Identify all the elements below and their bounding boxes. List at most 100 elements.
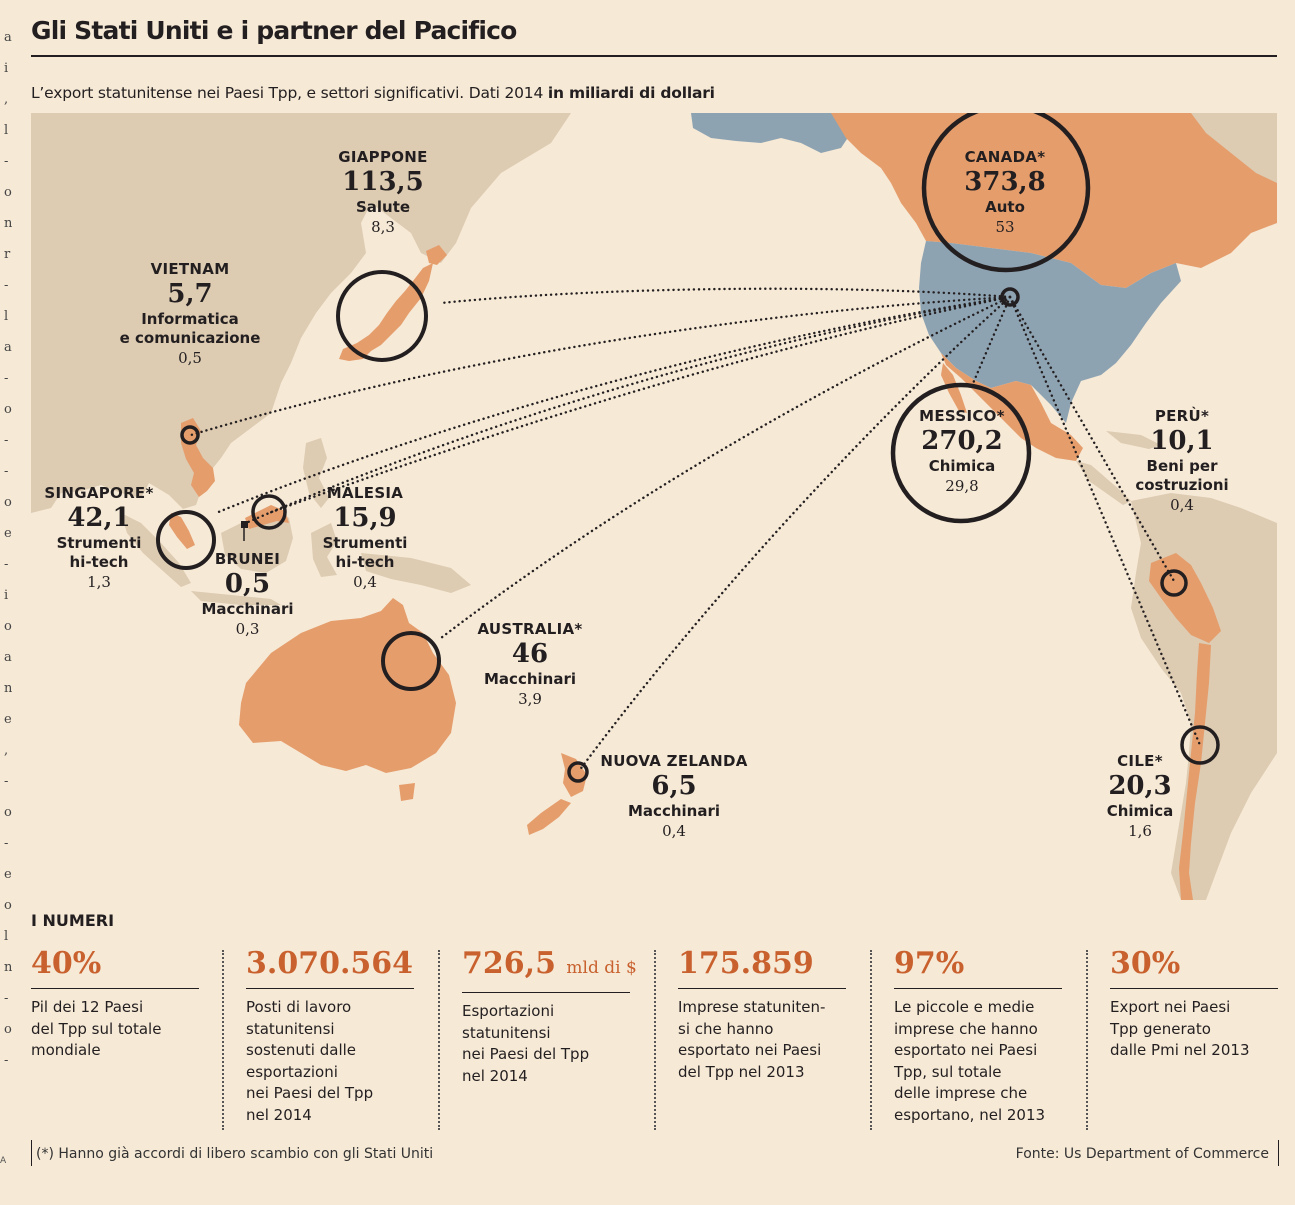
- stat-description-line: esportato nei Paesi: [894, 1041, 1038, 1059]
- stat-esportazioni: 726,5 mld di $ Esportazioni statunitensi n…: [462, 946, 652, 1087]
- stat-description-line: si che hanno: [678, 1019, 774, 1038]
- canada-circle: [921, 113, 1091, 273]
- adjacent-column-fragment: a i, l - o n r - l a - o - - o e - i o a n e, - o - e o l n - o -: [0, 0, 14, 1205]
- margin-letter: l: [4, 309, 9, 324]
- label-malesia: MALESIA 15,9 Strumenti hi-tech 0,4: [322, 484, 408, 591]
- margin-letter: o: [4, 898, 12, 913]
- stat-description-line: sostenuti dalle: [246, 1041, 357, 1059]
- route-peru: [1008, 295, 1176, 583]
- label-vietnam: VIETNAM 5,7 Informatica e comunicazione …: [119, 260, 261, 367]
- usa-origin-circle: [1000, 287, 1020, 307]
- margin-letter: o: [4, 1022, 12, 1037]
- stat-description-line: Imprese statuniten-: [678, 998, 826, 1016]
- stat-description-line: statunitensi: [462, 1023, 551, 1042]
- stat-description-line: nei Paesi del Tpp: [246, 1084, 374, 1102]
- new-guinea-land: [361, 553, 471, 593]
- stat-description-line: esportazioni: [246, 1062, 338, 1081]
- stat-export-pmi: 30% Export nei Paesi Tpp generato dalle Pm…: [1110, 946, 1295, 1062]
- singapore-circle: [156, 510, 216, 570]
- stat-description-line: delle imprese che: [894, 1084, 1028, 1102]
- numeri-heading: I NUMERI: [31, 911, 115, 930]
- route-malaysia: [267, 295, 1012, 515]
- cuba-land: [1106, 431, 1161, 449]
- stat-description-line: Pil dei 12 Paesi: [31, 998, 144, 1016]
- margin-letter: -: [4, 557, 9, 572]
- margin-letter: o: [4, 402, 12, 417]
- margin-letter: e: [4, 526, 12, 541]
- stat-description-line: esportato nei Paesi: [678, 1041, 822, 1059]
- stat-description-line: imprese che hanno: [894, 1019, 1038, 1038]
- margin-letter: a: [4, 340, 12, 355]
- stat-description-line: mondiale: [31, 1041, 101, 1059]
- stat-separator: [438, 950, 440, 1130]
- nz-circle: [567, 761, 589, 783]
- margin-letter: -: [4, 278, 9, 293]
- malaysia-circle: [251, 494, 287, 530]
- peru-circle: [1160, 569, 1188, 597]
- stat-description-line: nel 2014: [462, 1066, 528, 1085]
- margin-letter: a: [4, 650, 12, 665]
- margin-letter: n: [4, 960, 13, 975]
- margin-letter: -: [4, 1053, 9, 1068]
- greenland-land: [1191, 113, 1277, 183]
- margin-letter: n: [4, 216, 13, 231]
- stat-description-line: del Tpp nel 2013: [678, 1062, 805, 1081]
- stat-separator: [1086, 950, 1088, 1130]
- nz-north: [561, 753, 587, 797]
- margin-letter: r: [4, 247, 11, 262]
- stat-description-line: Export nei Paesi: [1110, 998, 1231, 1016]
- japan-circle: [336, 270, 428, 362]
- pacific-map: [31, 113, 1277, 900]
- stat-imprese: 175.859 Imprese statuniten-si che hanno e…: [678, 946, 868, 1083]
- margin-letter: l: [4, 929, 9, 944]
- margin-letter: e: [4, 867, 12, 882]
- margin-letter: o: [4, 495, 12, 510]
- brunei-marker: [241, 521, 248, 528]
- margin-letter: -: [4, 371, 9, 386]
- stat-pmi: 97% Le piccole e medie imprese che hanno e…: [894, 946, 1084, 1126]
- subtitle: L’export statunitense nei Paesi Tpp, e s…: [31, 84, 715, 102]
- label-cile: CILE* 20,3 Chimica 1,6: [1106, 752, 1174, 840]
- borneo-land: [221, 508, 293, 573]
- label-messico: MESSICO* 270,2 Chimica 29,8: [919, 407, 1005, 495]
- usa-land: [919, 241, 1181, 423]
- page-title: Gli Stati Uniti e i partner del Pacifico: [31, 16, 517, 45]
- canada-land: [831, 113, 1277, 288]
- malaysia-peninsula: [169, 513, 195, 549]
- tasmania-land: [399, 783, 415, 801]
- margin-letter: o: [4, 185, 12, 200]
- margin-letter: a: [4, 30, 12, 45]
- stat-description-line: Posti di lavoro: [246, 998, 352, 1016]
- stat-description-line: Le piccole e medie: [894, 998, 1035, 1016]
- japan-north: [426, 245, 447, 265]
- stat-separator: [870, 950, 872, 1130]
- java-land: [191, 591, 281, 605]
- chile-circle: [1180, 725, 1220, 765]
- route-brunei: [244, 295, 1012, 525]
- stat-separator: [654, 950, 656, 1130]
- stat-description-line: Tpp, sul totale: [894, 1062, 1002, 1081]
- vietnam-circle: [180, 425, 200, 445]
- label-nuova-zelanda: NUOVA ZELANDA 6,5 Macchinari 0,4: [600, 752, 748, 840]
- alaska-land: [691, 113, 851, 153]
- title-rule: [31, 55, 1277, 57]
- footer-source: Fonte: Us Department of Commerce: [1015, 1146, 1269, 1162]
- footer-frame: [31, 1140, 1279, 1166]
- label-peru: PERÙ* 10,1 Beni per costruzioni 0,4: [1135, 407, 1229, 514]
- label-australia: AUSTRALIA* 46 Macchinari 3,9: [477, 620, 583, 708]
- australia-circle: [381, 631, 441, 691]
- japan-land: [339, 263, 433, 361]
- trade-routes: [189, 287, 1202, 773]
- chile-land: [1179, 643, 1211, 900]
- asia-land: [31, 113, 571, 513]
- stat-description-line: esportano, nel 2013: [894, 1105, 1046, 1124]
- route-chile: [1008, 295, 1202, 747]
- margin-letter: o: [4, 805, 12, 820]
- margin-letter: ,: [4, 743, 9, 758]
- stat-description-line: statunitensi: [246, 1019, 335, 1038]
- label-singapore: SINGAPORE* 42,1 Strumenti hi-tech 1,3: [44, 484, 154, 591]
- label-giappone: GIAPPONE 113,5 Salute 8,3: [338, 148, 428, 236]
- margin-letter: -: [4, 991, 9, 1006]
- route-singapore: [214, 295, 1012, 515]
- corner-letter: A: [0, 1156, 7, 1166]
